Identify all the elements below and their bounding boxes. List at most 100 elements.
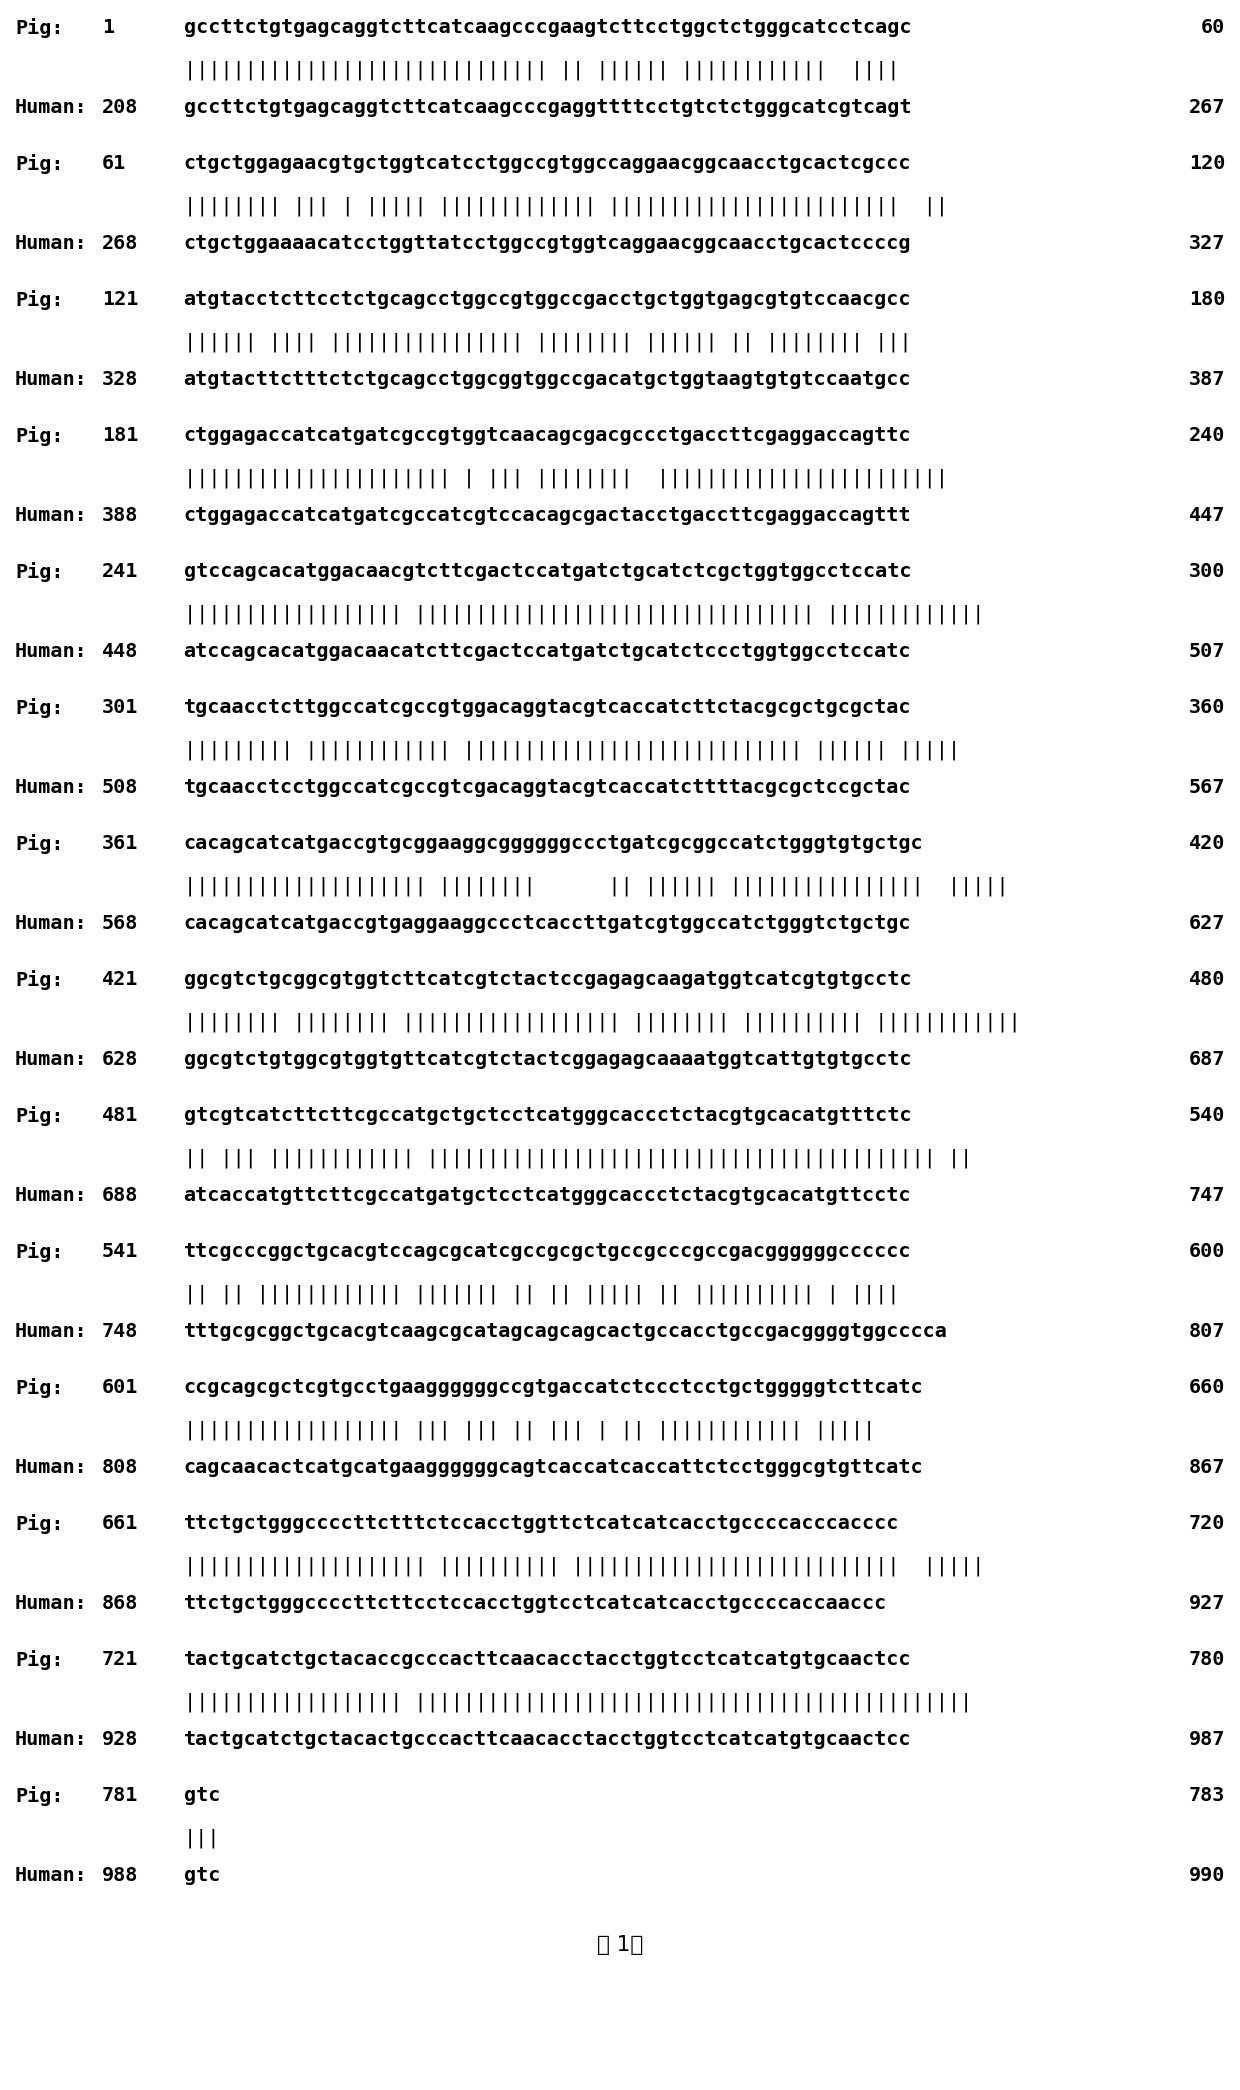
- Text: 987: 987: [1189, 1731, 1225, 1749]
- Text: 图 1：: 图 1：: [596, 1935, 644, 1954]
- Text: gtc: gtc: [184, 1787, 219, 1806]
- Text: tgcaacctcctggccatcgccgtcgacaggtacgtcaccatcttttacgcgctccgctac: tgcaacctcctggccatcgccgtcgacaggtacgtcacca…: [184, 777, 911, 796]
- Text: ttctgctgggccccttctttctccacctggttctcatcatcacctgccccacccacccc: ttctgctgggccccttctttctccacctggttctcatcat…: [184, 1513, 899, 1532]
- Text: 568: 568: [102, 913, 138, 932]
- Text: Human:: Human:: [15, 234, 88, 253]
- Text: cacagcatcatgaccgtgcggaaggcggggggccctgatcgcggccatctgggtgtgctgc: cacagcatcatgaccgtgcggaaggcggggggccctgatc…: [184, 834, 923, 853]
- Text: ggcgtctgcggcgtggtcttcatcgtctactccgagagcaagatggtcatcgtgtgcctc: ggcgtctgcggcgtggtcttcatcgtctactccgagagca…: [184, 970, 911, 989]
- Text: 928: 928: [102, 1731, 138, 1749]
- Text: 660: 660: [1189, 1377, 1225, 1396]
- Text: Human:: Human:: [15, 777, 88, 796]
- Text: ggcgtctgtggcgtggtgttcatcgtctactcggagagcaaaatggtcattgtgtgcctc: ggcgtctgtggcgtggtgttcatcgtctactcggagagca…: [184, 1049, 911, 1068]
- Text: 661: 661: [102, 1513, 138, 1532]
- Text: 388: 388: [102, 506, 138, 525]
- Text: tgcaacctcttggccatcgccgtggacaggtacgtcaccatcttctacgcgctgcgctac: tgcaacctcttggccatcgccgtggacaggtacgtcacca…: [184, 698, 911, 717]
- Text: |||||||||||||||||| ||| ||| || ||| | || |||||||||||| |||||: |||||||||||||||||| ||| ||| || ||| | || |…: [184, 1419, 874, 1440]
- Text: 267: 267: [1189, 98, 1225, 117]
- Text: 301: 301: [102, 698, 138, 717]
- Text: 807: 807: [1189, 1323, 1225, 1342]
- Text: || || |||||||||||| ||||||| || || ||||| || |||||||||| | ||||: || || |||||||||||| ||||||| || || ||||| |…: [184, 1283, 899, 1304]
- Text: 61: 61: [102, 155, 126, 173]
- Text: Pig:: Pig:: [15, 19, 63, 38]
- Text: Human:: Human:: [15, 1866, 88, 1885]
- Text: 448: 448: [102, 642, 138, 660]
- Text: tactgcatctgctacactgcccacttcaacacctacctggtcctcatcatgtgcaactcc: tactgcatctgctacactgcccacttcaacacctacctgg…: [184, 1731, 911, 1749]
- Text: ctggagaccatcatgatcgccgtggtcaacagcgacgccctgaccttcgaggaccagttc: ctggagaccatcatgatcgccgtggtcaacagcgacgccc…: [184, 426, 911, 445]
- Text: 780: 780: [1189, 1649, 1225, 1670]
- Text: |||||||||||||||||| ||||||||||||||||||||||||||||||||| |||||||||||||: |||||||||||||||||| |||||||||||||||||||||…: [184, 604, 983, 623]
- Text: Pig:: Pig:: [15, 1377, 63, 1398]
- Text: 327: 327: [1189, 234, 1225, 253]
- Text: 508: 508: [102, 777, 138, 796]
- Text: 600: 600: [1189, 1241, 1225, 1260]
- Text: Human:: Human:: [15, 1731, 88, 1749]
- Text: gtcgtcatcttcttcgccatgctgctcctcatgggcaccctctacgtgcacatgtttctc: gtcgtcatcttcttcgccatgctgctcctcatgggcaccc…: [184, 1106, 911, 1124]
- Text: ttcgcccggctgcacgtccagcgcatcgccgcgctgccgcccgccgacggggggcccccc: ttcgcccggctgcacgtccagcgcatcgccgcgctgccgc…: [184, 1241, 911, 1260]
- Text: ccgcagcgctcgtgcctgaaggggggccgtgaccatctccctcctgctgggggtcttcatc: ccgcagcgctcgtgcctgaaggggggccgtgaccatctcc…: [184, 1377, 923, 1396]
- Text: ttctgctgggccccttcttcctccacctggtcctcatcatcacctgccccaccaaccc: ttctgctgggccccttcttcctccacctggtcctcatcat…: [184, 1595, 887, 1613]
- Text: Human:: Human:: [15, 1185, 88, 1206]
- Text: 783: 783: [1189, 1787, 1225, 1806]
- Text: 808: 808: [102, 1459, 138, 1478]
- Text: 720: 720: [1189, 1513, 1225, 1532]
- Text: Human:: Human:: [15, 98, 88, 117]
- Text: 748: 748: [102, 1323, 138, 1342]
- Text: gtc: gtc: [184, 1866, 219, 1885]
- Text: 540: 540: [1189, 1106, 1225, 1124]
- Text: 868: 868: [102, 1595, 138, 1613]
- Text: tactgcatctgctacaccgcccacttcaacacctacctggtcctcatcatgtgcaactcc: tactgcatctgctacaccgcccacttcaacacctacctgg…: [184, 1649, 911, 1670]
- Text: 300: 300: [1189, 562, 1225, 581]
- Text: atgtacttctttctctgcagcctggcggtggccgacatgctggtaagtgtgtccaatgcc: atgtacttctttctctgcagcctggcggtggccgacatgc…: [184, 370, 911, 389]
- Text: atcaccatgttcttcgccatgatgctcctcatgggcaccctctacgtgcacatgttcctc: atcaccatgttcttcgccatgatgctcctcatgggcaccc…: [184, 1185, 911, 1206]
- Text: Human:: Human:: [15, 1459, 88, 1478]
- Text: cagcaacactcatgcatgaaggggggcagtcaccatcaccattctcctgggcgtgttcatc: cagcaacactcatgcatgaaggggggcagtcaccatcacc…: [184, 1459, 923, 1478]
- Text: 541: 541: [102, 1241, 138, 1260]
- Text: 361: 361: [102, 834, 138, 853]
- Text: |||||||||||||||||||| ||||||||      || |||||| ||||||||||||||||  |||||: |||||||||||||||||||| |||||||| || |||||| …: [184, 876, 1008, 895]
- Text: 481: 481: [102, 1106, 138, 1124]
- Text: |||||||| ||| | ||||| ||||||||||||| ||||||||||||||||||||||||  ||: |||||||| ||| | ||||| ||||||||||||| |||||…: [184, 196, 947, 215]
- Text: Human:: Human:: [15, 506, 88, 525]
- Text: Pig:: Pig:: [15, 426, 63, 445]
- Text: 180: 180: [1189, 291, 1225, 309]
- Text: 507: 507: [1189, 642, 1225, 660]
- Text: Human:: Human:: [15, 642, 88, 660]
- Text: 628: 628: [102, 1049, 138, 1068]
- Text: Pig:: Pig:: [15, 155, 63, 173]
- Text: ctgctggaaaacatcctggttatcctggccgtggtcaggaacggcaacctgcactccccg: ctgctggaaaacatcctggttatcctggccgtggtcagga…: [184, 234, 911, 253]
- Text: 360: 360: [1189, 698, 1225, 717]
- Text: 328: 328: [102, 370, 138, 389]
- Text: 927: 927: [1189, 1595, 1225, 1613]
- Text: tttgcgcggctgcacgtcaagcgcatagcagcagcactgccacctgccgacggggtggcccca: tttgcgcggctgcacgtcaagcgcatagcagcagcactgc…: [184, 1323, 947, 1342]
- Text: Human:: Human:: [15, 370, 88, 389]
- Text: 268: 268: [102, 234, 138, 253]
- Text: gccttctgtgagcaggtcttcatcaagcccgaggttttcctgtctctgggcatcgtcagt: gccttctgtgagcaggtcttcatcaagcccgaggttttcc…: [184, 98, 911, 117]
- Text: 241: 241: [102, 562, 138, 581]
- Text: gccttctgtgagcaggtcttcatcaagcccgaagtcttcctggctctgggcatcctcagc: gccttctgtgagcaggtcttcatcaagcccgaagtcttcc…: [184, 19, 911, 38]
- Text: 867: 867: [1189, 1459, 1225, 1478]
- Text: atgtacctcttcctctgcagcctggccgtggccgacctgctggtgagcgtgtccaacgcc: atgtacctcttcctctgcagcctggccgtggccgacctgc…: [184, 291, 911, 309]
- Text: atccagcacatggacaacatcttcgactccatgatctgcatctccctggtggcctccatc: atccagcacatggacaacatcttcgactccatgatctgca…: [184, 642, 911, 660]
- Text: 747: 747: [1189, 1185, 1225, 1206]
- Text: 1: 1: [102, 19, 114, 38]
- Text: |||||||||||||||||| ||||||||||||||||||||||||||||||||||||||||||||||: |||||||||||||||||| |||||||||||||||||||||…: [184, 1693, 972, 1712]
- Text: ctggagaccatcatgatcgccatcgtccacagcgactacctgaccttcgaggaccagttt: ctggagaccatcatgatcgccatcgtccacagcgactacc…: [184, 506, 911, 525]
- Text: 688: 688: [102, 1185, 138, 1206]
- Text: gtccagcacatggacaacgtcttcgactccatgatctgcatctcgctggtggcctccatc: gtccagcacatggacaacgtcttcgactccatgatctgca…: [184, 562, 911, 581]
- Text: 480: 480: [1189, 970, 1225, 989]
- Text: |||||||||||||||||||||||||||||| || |||||| ||||||||||||  ||||: |||||||||||||||||||||||||||||| || ||||||…: [184, 61, 899, 79]
- Text: Human:: Human:: [15, 1049, 88, 1068]
- Text: Pig:: Pig:: [15, 291, 63, 309]
- Text: 601: 601: [102, 1377, 138, 1396]
- Text: 420: 420: [1189, 834, 1225, 853]
- Text: 781: 781: [102, 1787, 138, 1806]
- Text: Human:: Human:: [15, 1595, 88, 1613]
- Text: 181: 181: [102, 426, 138, 445]
- Text: |||||||| |||||||| |||||||||||||||||| |||||||| |||||||||| ||||||||||||: |||||||| |||||||| |||||||||||||||||| |||…: [184, 1012, 1021, 1032]
- Text: 121: 121: [102, 291, 138, 309]
- Text: Pig:: Pig:: [15, 1649, 63, 1670]
- Text: ctgctggagaacgtgctggtcatcctggccgtggccaggaacggcaacctgcactcgccc: ctgctggagaacgtgctggtcatcctggccgtggccagga…: [184, 155, 911, 173]
- Text: 627: 627: [1189, 913, 1225, 932]
- Text: Pig:: Pig:: [15, 562, 63, 581]
- Text: 120: 120: [1189, 155, 1225, 173]
